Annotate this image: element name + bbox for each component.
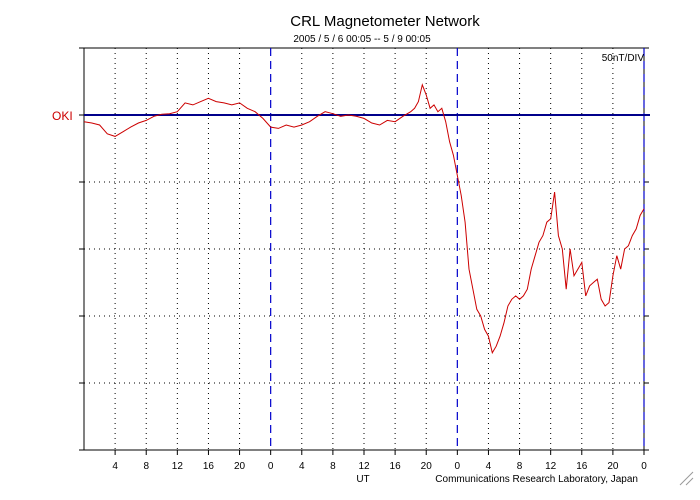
grid xyxy=(79,47,649,451)
x-tick-label: 20 xyxy=(607,461,619,472)
x-tick-label: 20 xyxy=(234,461,246,472)
magnetometer-trace xyxy=(83,83,645,355)
x-tick-label: 12 xyxy=(172,461,184,472)
credit-text: Communications Research Laboratory, Japa… xyxy=(435,474,638,485)
x-tick-label: 16 xyxy=(203,461,215,472)
x-tick-label: 4 xyxy=(486,461,492,472)
x-tick-label: 0 xyxy=(455,461,461,472)
x-tick-label: 8 xyxy=(330,461,336,472)
x-tick-label: 8 xyxy=(517,461,523,472)
corner-mark xyxy=(685,477,694,486)
x-tick-labels: 4 8 12 16 20 0 4 8 12 16 20 0 4 8 12 16 20 0 xyxy=(112,450,647,472)
x-tick-label: 0 xyxy=(268,461,274,472)
x-tick-label: 4 xyxy=(112,461,118,472)
chart-date-range: 2005 / 5 / 6 00:05 -- 5 / 9 00:05 xyxy=(293,34,431,45)
station-label: OKI xyxy=(52,109,73,123)
day-boundaries xyxy=(270,48,645,450)
corner-mark xyxy=(679,471,694,486)
chart-title: CRL Magnetometer Network xyxy=(290,13,480,30)
x-tick-label: 16 xyxy=(576,461,588,472)
x-tick-label: 8 xyxy=(143,461,149,472)
x-tick-label: 0 xyxy=(641,461,647,472)
scale-label: 50nT/DIV xyxy=(602,53,645,64)
x-tick-label: 12 xyxy=(545,461,557,472)
x-tick-label: 4 xyxy=(299,461,305,472)
x-axis-label: UT xyxy=(356,474,369,485)
x-tick-label: 12 xyxy=(358,461,370,472)
x-tick-label: 20 xyxy=(421,461,433,472)
x-tick-label: 16 xyxy=(390,461,402,472)
